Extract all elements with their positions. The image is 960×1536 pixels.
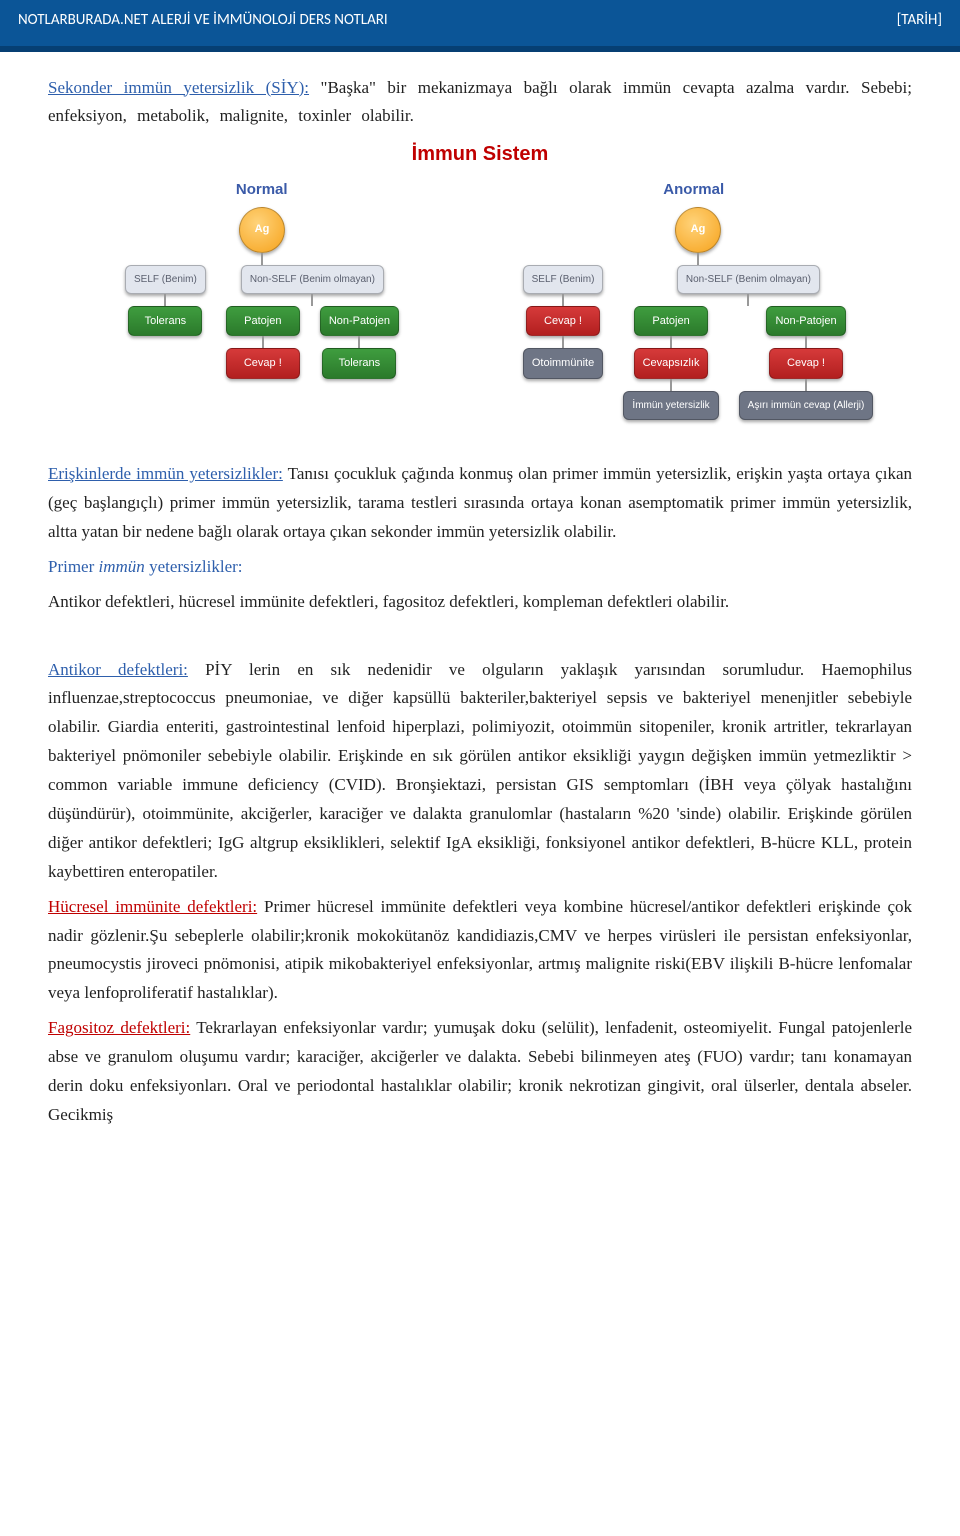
node-patojen-l: Patojen [226, 306, 300, 337]
branch-anormal: Ag SELF (Benim) Cevap ! Otoimmünite Non-… [484, 207, 912, 420]
primer-title-1: Primer [48, 557, 99, 576]
node-nonpatojen-l: Non-Patojen [320, 306, 399, 337]
immune-system-diagram: İmmun Sistem Normal Anormal Ag SELF (Ben… [48, 137, 912, 420]
node-tolerans-l2: Tolerans [322, 348, 396, 379]
branch-normal: Ag SELF (Benim) Tolerans Non-SELF (Benim… [48, 207, 476, 420]
primer-title-line: Primer immün yetersizlikler: [48, 553, 912, 582]
diagram-tree: Ag SELF (Benim) Tolerans Non-SELF (Benim… [48, 207, 912, 420]
primer-title-2: yetersizlikler: [145, 557, 243, 576]
node-cevapsizlik: Cevapsızlık [634, 348, 709, 379]
hucresel-title: Hücresel immünite defektleri: [48, 897, 257, 916]
node-tolerans-l: Tolerans [128, 306, 202, 337]
node-ag-left: Ag [239, 207, 285, 253]
eriskinlerde-title: Erişkinlerde immün yetersizlikler: [48, 464, 283, 483]
node-otoimm: Otoimmünite [523, 348, 603, 379]
node-self-l: SELF (Benim) [125, 265, 206, 294]
primer-body: Antikor defektleri, hücresel immünite de… [48, 588, 912, 617]
diagram-title: İmmun Sistem [48, 137, 912, 171]
node-nonself-l: Non-SELF (Benim olmayan) [241, 265, 384, 294]
primer-title-italic: immün [99, 557, 145, 576]
label-normal: Normal [236, 177, 288, 203]
node-cevap-r2: Cevap ! [769, 348, 843, 379]
header-left: NOTLARBURADA.NET ALERJİ VE İMMÜNOLOJİ DE… [18, 8, 388, 34]
diagram-side-labels: Normal Anormal [48, 177, 912, 203]
node-patojen-r: Patojen [634, 306, 708, 337]
antikor-paragraph: Antikor defektleri: PİY lerin en sık ned… [48, 656, 912, 887]
node-cevap-r1: Cevap ! [526, 306, 600, 337]
node-ag-right: Ag [675, 207, 721, 253]
page-content: Sekonder immün yetersizlik (SİY): "Başka… [0, 52, 960, 1166]
fagositoz-paragraph: Fagositoz defektleri: Tekrarlayan enfeks… [48, 1014, 912, 1130]
eriskinlerde-paragraph: Erişkinlerde immün yetersizlikler: Tanıs… [48, 460, 912, 547]
header-date: [TARİH] [897, 8, 942, 34]
page-header: NOTLARBURADA.NET ALERJİ VE İMMÜNOLOJİ DE… [0, 0, 960, 52]
anormal-level1: SELF (Benim) Cevap ! Otoimmünite Non-SEL… [484, 265, 912, 420]
node-asiri: Aşırı immün cevap (Allerji) [739, 391, 874, 420]
antikor-body: PİY lerin en sık nedenidir ve olguların … [48, 660, 912, 881]
fagositoz-title: Fagositoz defektleri: [48, 1018, 190, 1037]
node-self-r: SELF (Benim) [523, 265, 604, 294]
antikor-title: Antikor defektleri: [48, 660, 188, 679]
label-anormal: Anormal [663, 177, 724, 203]
normal-level1: SELF (Benim) Tolerans Non-SELF (Benim ol… [48, 265, 476, 379]
intro-paragraph: Sekonder immün yetersizlik (SİY): "Başka… [48, 74, 912, 132]
node-nonpatojen-r: Non-Patojen [766, 306, 845, 337]
node-cevap-l: Cevap ! [226, 348, 300, 379]
node-nonself-r: Non-SELF (Benim olmayan) [677, 265, 820, 294]
intro-title: Sekonder immün yetersizlik (SİY): [48, 78, 309, 97]
hucresel-paragraph: Hücresel immünite defektleri: Primer hüc… [48, 893, 912, 1009]
node-immunyet: İmmün yetersizlik [623, 391, 718, 420]
